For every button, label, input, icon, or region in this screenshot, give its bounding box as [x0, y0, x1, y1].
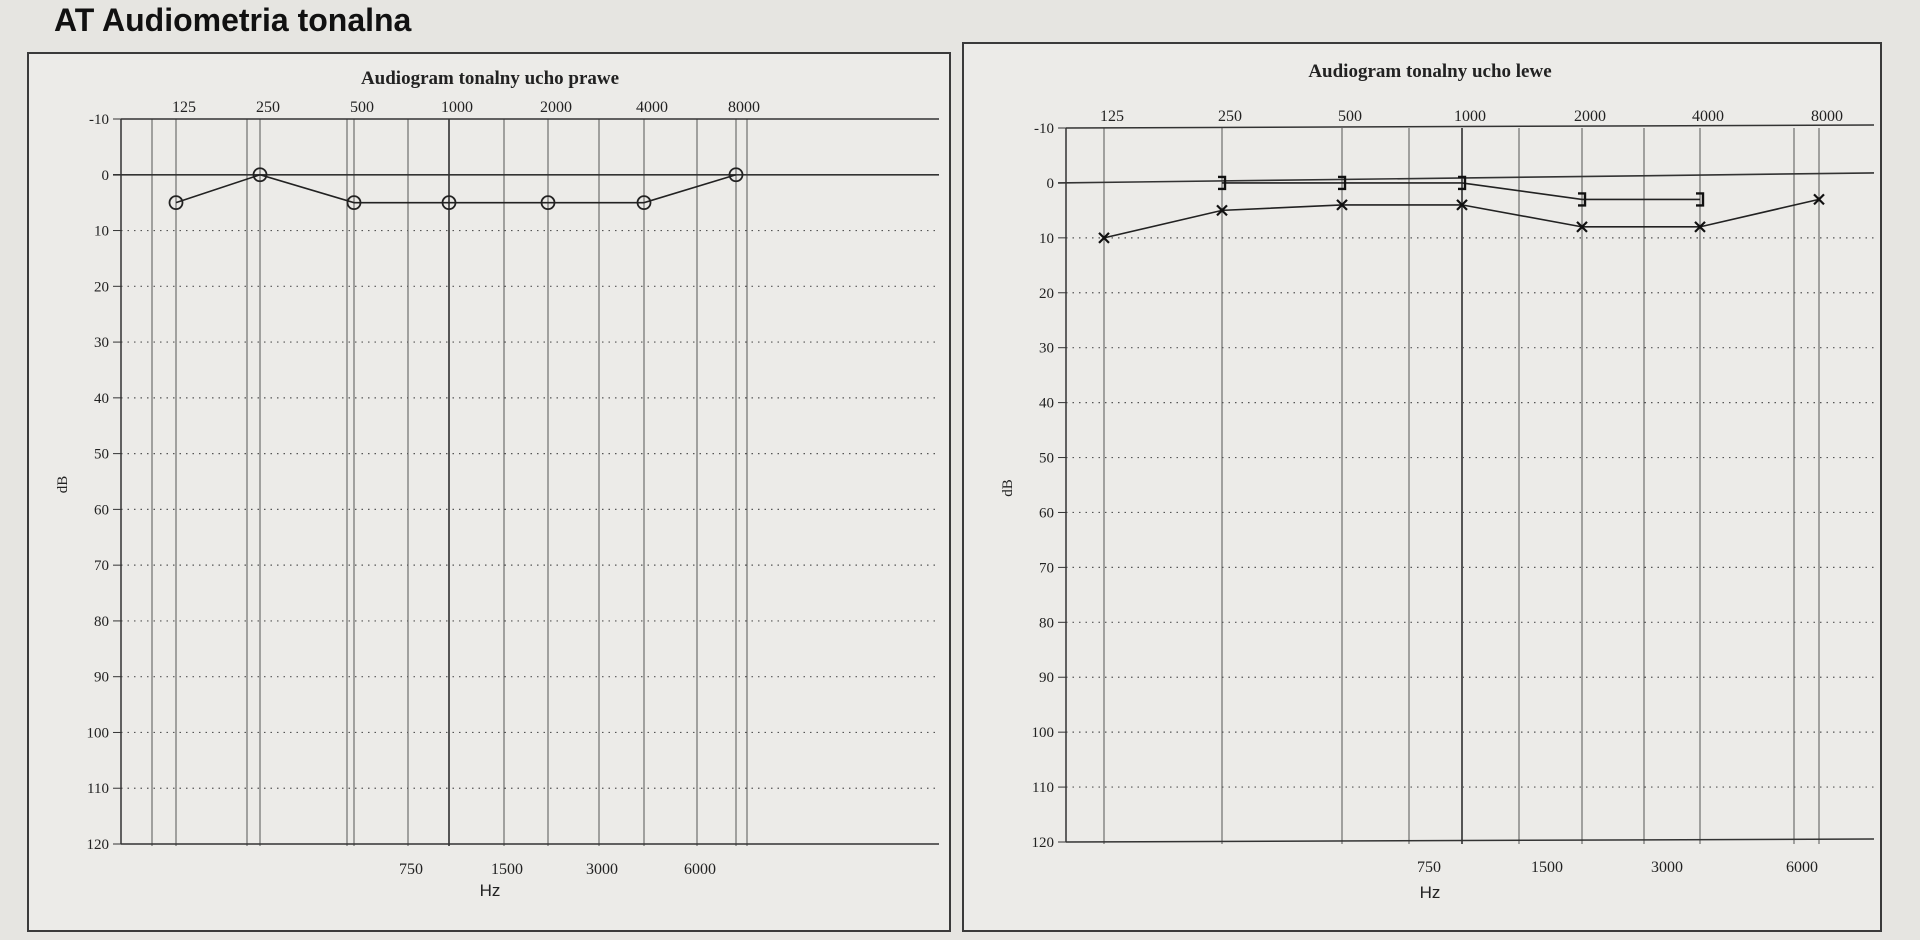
y-tick-label: 50	[1039, 451, 1054, 467]
data-point-bracket	[1578, 192, 1587, 207]
data-point-circle	[168, 195, 184, 211]
data-point-circle	[346, 195, 362, 211]
x-bottom-tick-label: 6000	[1786, 859, 1818, 876]
y-tick-label: 20	[94, 279, 109, 295]
y-tick-label: 100	[87, 725, 110, 741]
y-tick-label: 100	[1032, 725, 1055, 741]
x-top-tick-label: 125	[172, 99, 196, 116]
data-point-x	[1694, 221, 1706, 233]
x-bottom-tick-label: 750	[399, 861, 423, 878]
x-top-tick-label: 1000	[441, 99, 473, 116]
y-tick-label: -10	[1034, 121, 1054, 137]
data-point-bracket	[1218, 175, 1227, 191]
y-tick-label: 10	[94, 224, 109, 240]
y-tick-label: 120	[1032, 835, 1055, 851]
data-point-circle	[540, 195, 556, 211]
x-top-tick-label: 1000	[1454, 108, 1486, 125]
data-point-circle	[252, 167, 268, 183]
x-bottom-tick-label: 750	[1417, 859, 1441, 876]
x-top-tick-label: 4000	[1692, 108, 1724, 125]
y-tick-label: 70	[94, 558, 109, 574]
series-line-circle	[175, 173, 737, 204]
y-tick-label: 40	[94, 391, 109, 407]
y-tick-label: 40	[1039, 396, 1054, 412]
y-tick-label: 30	[94, 335, 109, 351]
x-top-tick-label: 2000	[540, 99, 572, 116]
x-bottom-tick-label: 3000	[1651, 859, 1683, 876]
y-tick-label: 80	[94, 614, 109, 630]
y-tick-label: 60	[94, 502, 109, 518]
data-point-x	[1456, 199, 1468, 211]
series-line-bracket	[1222, 182, 1700, 201]
x-top-tick-label: 2000	[1574, 108, 1606, 125]
data-point-bracket	[1338, 175, 1347, 191]
x-top-tick-label: 4000	[636, 99, 668, 116]
data-point-circle	[728, 167, 744, 183]
y-tick-label: 60	[1039, 505, 1054, 521]
audiogram-right-ear-panel: Audiogram tonalny ucho prawe -10 0 10 20 30 40…	[27, 52, 951, 932]
audiogram-left-ear-chart: Audiogram tonalny ucho lewe -10 0 10 20 30 40 5…	[1000, 61, 1875, 902]
top-axis-line	[1065, 124, 1875, 129]
x-bottom-tick-label: 6000	[684, 861, 716, 878]
y-tick-label: 120	[87, 837, 110, 853]
x-top-tick-label: 125	[1100, 108, 1124, 125]
x-axis-label: Hz	[1420, 883, 1441, 902]
data-point-x	[1336, 199, 1348, 211]
x-top-tick-label: 250	[1218, 108, 1242, 125]
x-axis-label: Hz	[480, 881, 501, 900]
y-tick-label: 70	[1039, 560, 1054, 576]
x-top-tick-label: 8000	[728, 99, 760, 116]
data-point-bracket	[1696, 192, 1705, 207]
y-tick-label: 10	[1039, 231, 1054, 247]
data-point-x	[1216, 204, 1228, 217]
y-axis-label: dB	[55, 476, 71, 494]
x-top-tick-label: 500	[350, 99, 374, 116]
data-point-bracket	[1458, 175, 1467, 191]
y-axis-label: dB	[1000, 479, 1016, 497]
y-tick-label: 110	[1032, 780, 1054, 796]
y-tick-label: 80	[1039, 615, 1054, 631]
y-tick-label: 0	[102, 168, 110, 184]
audiogram-left-ear-panel: Audiogram tonalny ucho lewe -10 0 10 20 30 40 5…	[962, 42, 1882, 932]
x-top-tick-label: 250	[256, 99, 280, 116]
x-bottom-tick-label: 3000	[586, 861, 618, 878]
data-point-circle	[441, 195, 457, 211]
audiogram-right-ear-chart: Audiogram tonalny ucho prawe -10 0 10 20 30 40…	[55, 68, 939, 900]
y-tick-label: 50	[94, 447, 109, 463]
data-point-x	[1576, 221, 1588, 233]
data-point-x	[1098, 232, 1110, 244]
page-title: AT Audiometria tonalna	[54, 2, 412, 38]
x-bottom-tick-label: 1500	[491, 861, 523, 878]
x-top-tick-label: 8000	[1811, 108, 1843, 125]
y-tick-label: 90	[1039, 670, 1054, 686]
y-tick-label: 0	[1047, 176, 1055, 192]
y-tick-label: 110	[87, 781, 109, 797]
y-tick-label: 20	[1039, 286, 1054, 302]
y-tick-label: 30	[1039, 341, 1054, 357]
x-top-tick-label: 500	[1338, 108, 1362, 125]
chart-title: Audiogram tonalny ucho lewe	[1308, 61, 1551, 82]
data-point-x	[1813, 193, 1825, 206]
x-bottom-tick-label: 1500	[1531, 859, 1563, 876]
x-axis-line	[1065, 838, 1875, 843]
y-tick-label: 90	[94, 670, 109, 686]
data-point-circle	[636, 195, 652, 211]
chart-title: Audiogram tonalny ucho prawe	[361, 68, 619, 89]
y-tick-label: -10	[89, 112, 109, 128]
